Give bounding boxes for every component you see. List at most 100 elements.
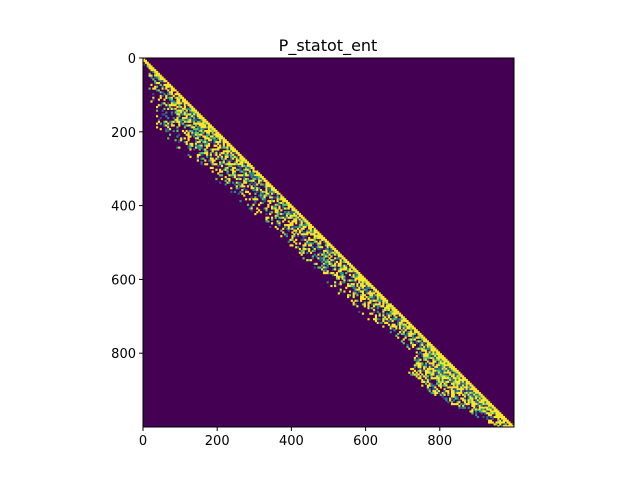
heatmap-cell xyxy=(178,96,181,99)
heatmap-cell xyxy=(243,176,246,179)
heatmap-cell xyxy=(450,369,454,372)
heatmap-cell xyxy=(187,129,190,133)
heatmap-cell xyxy=(322,272,326,275)
heatmap-cell xyxy=(423,353,426,356)
heatmap-cell xyxy=(322,249,326,253)
heatmap-cell xyxy=(389,319,392,323)
heatmap-cell xyxy=(410,323,413,326)
heatmap-cell xyxy=(167,96,170,99)
heatmap-cell xyxy=(495,415,498,419)
heatmap-cell xyxy=(204,159,207,162)
heatmap-cell xyxy=(428,366,431,369)
heatmap-cell xyxy=(161,85,164,88)
heatmap-cell xyxy=(230,163,233,166)
heatmap-cell xyxy=(317,257,320,260)
heatmap-cell xyxy=(426,388,429,391)
heatmap-cell xyxy=(319,251,322,254)
heatmap-cell xyxy=(233,190,237,193)
heatmap-cell xyxy=(308,229,311,232)
heatmap-cell xyxy=(159,128,162,131)
heatmap-cell xyxy=(322,259,326,262)
heatmap-cell xyxy=(309,224,313,227)
heatmap-cell xyxy=(467,390,470,393)
heatmap-cell xyxy=(421,373,424,376)
heatmap-cell xyxy=(334,283,337,286)
heatmap-cell xyxy=(239,190,242,193)
heatmap-cell xyxy=(276,220,279,223)
heatmap-cell xyxy=(317,244,320,247)
heatmap-cell xyxy=(181,98,185,101)
heatmap-cell xyxy=(456,395,459,398)
heatmap-cell xyxy=(220,137,224,140)
heatmap-cell xyxy=(430,377,433,380)
heatmap-cell xyxy=(230,150,233,153)
heatmap-cell xyxy=(150,65,153,68)
heatmap-cell xyxy=(369,296,372,299)
heatmap-cell xyxy=(404,323,407,326)
heatmap-cell xyxy=(452,395,455,398)
heatmap-cell xyxy=(170,122,173,125)
heatmap-cell xyxy=(261,176,264,179)
heatmap-cell xyxy=(170,100,173,103)
heatmap-cell xyxy=(282,216,285,219)
heatmap-cell xyxy=(204,120,207,123)
heatmap-cell xyxy=(350,264,353,267)
heatmap-cell xyxy=(213,152,216,155)
heatmap-cell xyxy=(347,294,350,297)
heatmap-cell xyxy=(176,128,179,131)
heatmap-cell xyxy=(194,113,198,116)
heatmap-cell xyxy=(176,129,179,133)
heatmap-cell xyxy=(475,393,478,396)
heatmap-cell xyxy=(352,301,355,304)
heatmap-cell xyxy=(298,225,301,229)
heatmap-cell xyxy=(269,185,272,188)
heatmap-cell xyxy=(354,268,357,271)
heatmap-cell xyxy=(447,380,450,384)
heatmap-cell xyxy=(413,336,416,339)
heatmap-cell xyxy=(232,176,235,179)
heatmap-cell xyxy=(445,382,448,385)
heatmap-cell xyxy=(206,152,209,155)
heatmap-cell xyxy=(356,270,359,273)
heatmap-cell xyxy=(198,128,201,131)
heatmap-cell xyxy=(471,390,474,393)
heatmap-cell xyxy=(222,146,225,149)
heatmap-cell xyxy=(230,174,233,177)
heatmap-cell xyxy=(193,126,196,129)
heatmap-cell xyxy=(489,403,493,406)
heatmap-cell xyxy=(382,308,385,312)
heatmap-cell xyxy=(450,382,454,385)
heatmap-cell xyxy=(239,165,242,168)
heatmap-cell xyxy=(469,397,472,400)
heatmap-cell xyxy=(328,249,331,253)
heatmap-cell xyxy=(345,268,348,271)
heatmap-cell xyxy=(263,200,266,203)
heatmap-cell xyxy=(393,314,396,317)
heatmap-cell xyxy=(302,218,305,221)
heatmap-cell xyxy=(198,120,201,123)
heatmap-cell xyxy=(502,425,506,428)
heatmap-cell xyxy=(397,318,400,321)
heatmap-cell xyxy=(198,122,201,125)
heatmap-cell xyxy=(363,277,366,280)
heatmap-cell xyxy=(220,163,224,166)
heatmap-cell xyxy=(395,312,398,315)
heatmap-cell xyxy=(374,301,378,304)
heatmap-cell xyxy=(183,102,186,105)
heatmap-cell xyxy=(207,129,211,133)
heatmap-cell xyxy=(154,70,157,74)
heatmap-cell xyxy=(452,380,455,384)
heatmap-cell xyxy=(449,386,452,389)
heatmap-cell xyxy=(337,275,340,278)
heatmap-cell xyxy=(424,355,428,358)
heatmap-cell xyxy=(345,264,348,267)
heatmap-cell xyxy=(384,299,387,302)
heatmap-cell xyxy=(219,135,222,138)
heatmap-cell xyxy=(163,102,166,105)
heatmap-cell xyxy=(283,200,287,203)
heatmap-cell xyxy=(250,207,253,210)
heatmap-cell xyxy=(397,327,400,330)
heatmap-cell xyxy=(291,209,294,212)
heatmap-cell xyxy=(452,384,455,387)
heatmap-cell xyxy=(187,146,190,149)
